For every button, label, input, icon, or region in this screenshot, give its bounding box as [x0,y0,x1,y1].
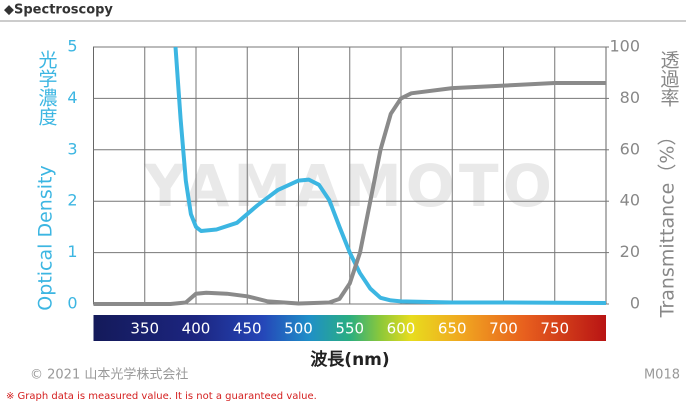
y-tick-label: 2 [67,191,77,210]
x-tick-label: 350 [130,320,159,338]
y-tick-label: 4 [67,88,77,107]
series-line [173,46,607,305]
y2-tick-label: 60 [620,139,640,158]
copyright: © 2021 山本光学株式会社 [30,367,188,383]
y-tick-label: 0 [67,294,77,313]
x-tick-label: 700 [489,320,518,338]
x-tick-label: 750 [540,320,569,338]
y2-tick-label: 20 [620,242,640,261]
y2-tick-label: 80 [620,88,640,107]
y2-axis-label-ja: 透過率 [658,50,680,107]
x-tick-label: 500 [284,320,313,338]
y-tick-label: 3 [67,139,77,158]
y2-tick-label: 40 [620,191,640,210]
x-tick-label: 650 [438,320,467,338]
x-axis-label: 波長(nm) [310,349,389,370]
y2-axis-label: Transmittance（%） [657,127,679,319]
x-tick-label: 600 [387,320,416,338]
y-axis-label: Optical Density [35,165,57,310]
x-tick-label: 550 [335,320,364,338]
y2-tick-label: 100 [609,37,640,56]
x-tick-label: 400 [182,320,211,338]
note: ※ Graph data is measured value. It is no… [6,391,317,402]
y-axis-label-ja: 光学濃度 [36,50,58,126]
header: ◆Spectroscopy [4,3,113,18]
y-tick-label: 5 [67,37,77,56]
x-tick-label: 450 [233,320,262,338]
figure-code: M018 [644,368,680,383]
spectrum-bar [93,315,606,341]
y-tick-label: 1 [67,242,77,261]
series-line [93,81,606,306]
y2-tick-label: 0 [630,294,640,313]
watermark: YAMAMOTO [143,152,556,220]
